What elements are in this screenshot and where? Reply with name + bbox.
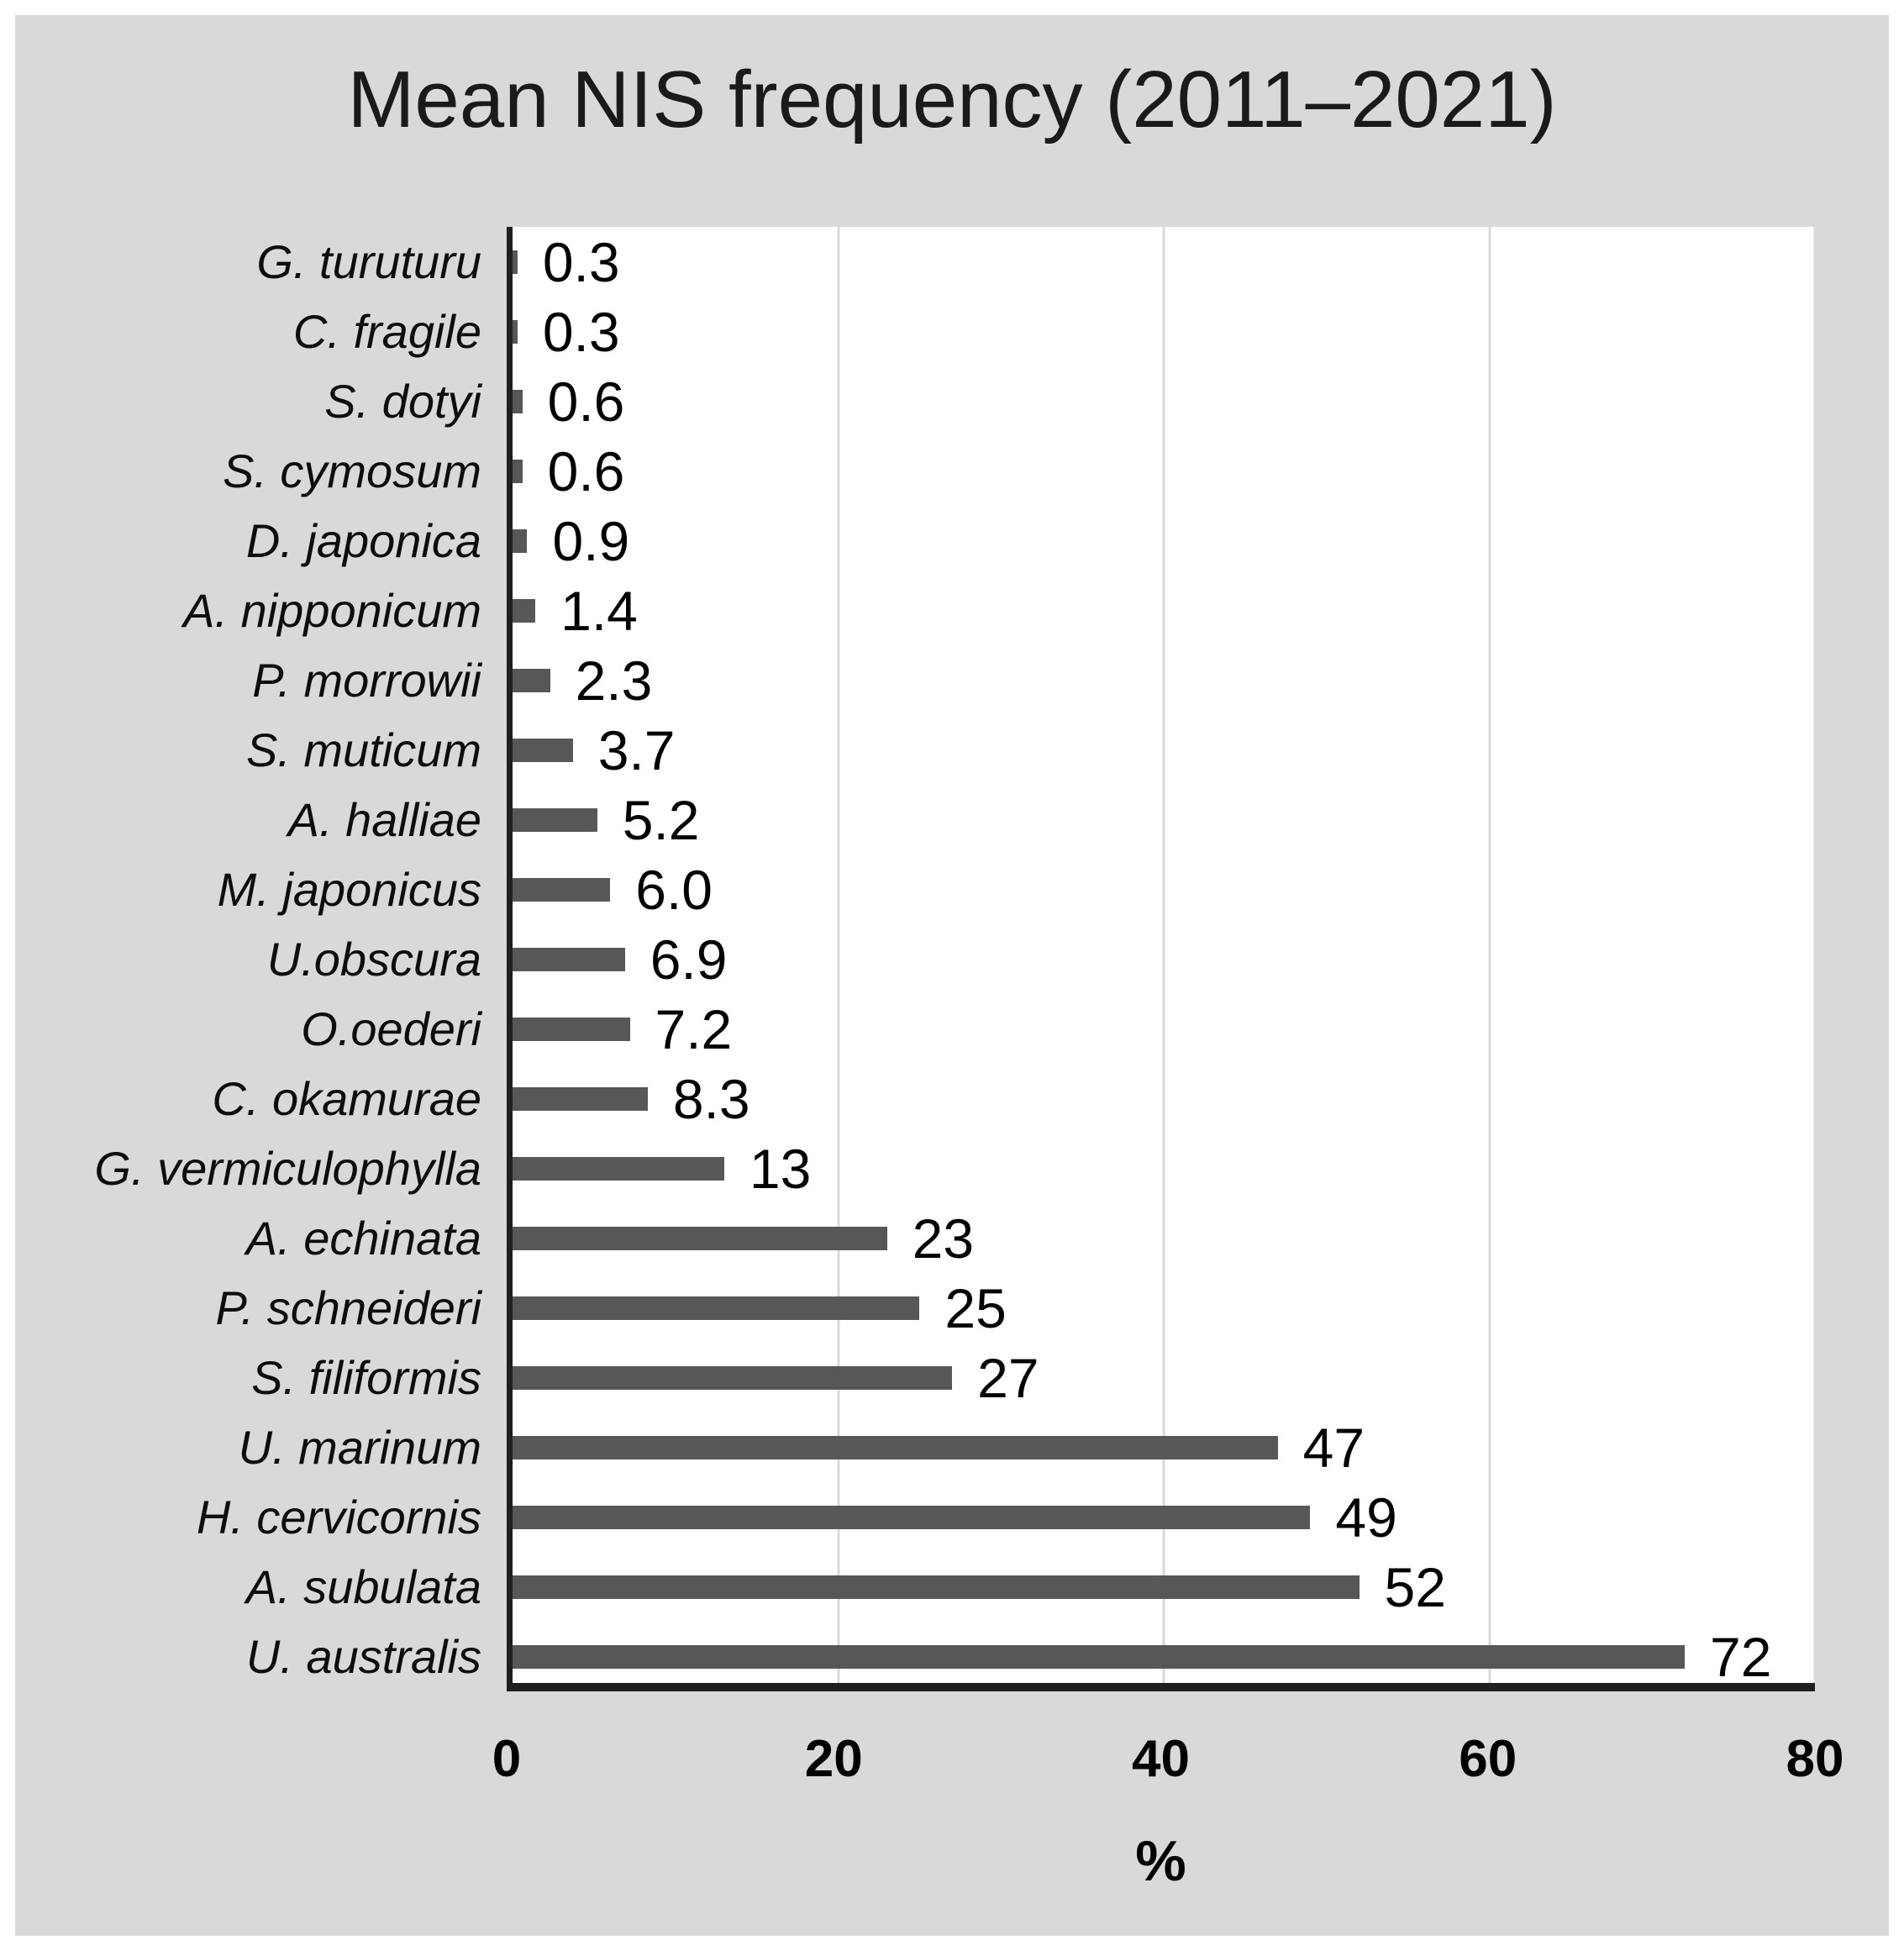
bar-row: 0.3 [513,297,1815,366]
bar-value-label: 0.3 [542,300,620,363]
bar-value-label: 5.2 [622,788,700,851]
x-axis-tick-label: 0 [492,1730,522,1788]
bar [513,529,528,553]
bar-value-label: 52 [1384,1555,1446,1618]
gridline [1488,227,1491,1683]
category-label: D. japonica [245,514,481,567]
x-axis-tick-label: 80 [1786,1730,1844,1788]
bar [513,1017,630,1041]
category-label: C. okamurae [212,1072,481,1125]
bar-row: 52 [513,1552,1815,1622]
bar [513,598,536,623]
bar [513,459,523,483]
bar [513,738,573,762]
x-axis-tick-label: 40 [1132,1730,1190,1788]
bar-value-label: 0.9 [552,509,630,572]
x-axis-tick-label: 60 [1459,1730,1517,1788]
x-axis-ticks: 0 20 40 60 80 [492,1729,1844,1801]
category-label: M. japonicus [217,863,481,916]
category-label: H. cervicornis [196,1491,481,1543]
bar [513,1435,1278,1459]
bar-row: 0.9 [513,506,1815,576]
category-label: S. filiformis [251,1351,481,1404]
bar-value-label: 25 [944,1276,1007,1339]
bar-row: 3.7 [513,715,1815,785]
category-label: U.obscura [266,933,481,986]
bar-value-label: 1.4 [560,579,638,642]
chart-panel: Mean NIS frequency (2011–2021) G. turutu… [15,15,1889,1936]
gridline [1162,227,1165,1683]
bar [513,1644,1685,1669]
bar-value-label: 47 [1302,1416,1365,1479]
category-label: O.oederi [301,1002,481,1055]
bar-value-label: 0.6 [547,439,625,502]
category-label: A. echinata [245,1212,481,1265]
bar-value-label: 23 [912,1207,975,1270]
category-label: S. cymosum [222,444,481,497]
gridline [837,227,839,1683]
category-label: U. australis [245,1630,481,1683]
bar [513,1296,920,1320]
bar-value-label: 3.7 [597,718,676,781]
bar-value-label: 0.6 [547,370,625,433]
bar [513,877,611,902]
category-label: A. halliae [287,793,481,846]
bar-row: 13 [513,1133,1815,1203]
category-label: C. fragile [292,305,481,358]
category-label: S. dotyi [324,375,481,428]
bar-value-label: 6.9 [650,928,728,991]
category-label: G. vermiculophylla [94,1142,481,1195]
bar-value-label: 2.3 [575,649,653,712]
bar [513,947,625,971]
bar-row: 6.0 [513,855,1815,924]
bar-row: 27 [513,1343,1815,1412]
x-axis-label: % [1135,1829,1186,1893]
bar-value-label: 6.0 [635,858,713,921]
bar-row: 8.3 [513,1064,1815,1133]
bar-row: 5.2 [513,785,1815,855]
bar-value-label: 0.3 [542,230,620,293]
bar [513,807,597,832]
category-label: P. schneideri [215,1281,481,1334]
category-label: G. turuturu [256,235,481,288]
bar-row: 7.2 [513,994,1815,1064]
gridline [1813,227,1817,1683]
y-axis-category-labels: G. turuturu C. fragile S. dotyi S. cymosum D… [15,227,507,1691]
bar-value-label: 72 [1710,1625,1772,1688]
category-label: U. marinum [238,1421,481,1474]
bar-row: 6.9 [513,924,1815,994]
bar [513,319,518,344]
bar-row: 2.3 [513,645,1815,715]
bar [513,1575,1360,1599]
bar-row: 23 [513,1203,1815,1273]
bar-row: 25 [513,1273,1815,1343]
category-label: P. morrowii [252,654,481,707]
bar [513,668,550,692]
bar-row: 1.4 [513,576,1815,645]
bar-value-label: 8.3 [672,1067,750,1130]
bar [513,1156,724,1181]
bar [513,250,518,274]
category-label: A. nipponicum [183,584,481,637]
bar-row: 47 [513,1412,1815,1482]
bar [513,389,523,413]
bar-value-label: 7.2 [655,997,733,1060]
bar-row: 72 [513,1622,1815,1691]
bar [513,1365,953,1390]
category-label: S. muticum [245,723,481,776]
bar-value-label: 13 [749,1137,812,1200]
bar-row: 0.6 [513,366,1815,436]
x-axis-tick-label: 20 [804,1730,863,1788]
plot-area: 0.3 0.3 0.6 0.6 0.9 1.4 2.3 3.7 5.2 6.0 6.9 7.2 8.3 1… [507,227,1817,1691]
bar-row: 49 [513,1482,1815,1552]
category-label: A. subulata [245,1560,481,1613]
bar-value-label: 49 [1335,1486,1397,1549]
bar [513,1086,648,1111]
chart-title: Mean NIS frequency (2011–2021) [347,55,1557,145]
bar-row: 0.3 [513,227,1815,297]
bar [513,1505,1311,1529]
bar-row: 0.6 [513,436,1815,506]
bar [513,1226,887,1250]
bar-value-label: 27 [977,1346,1039,1409]
